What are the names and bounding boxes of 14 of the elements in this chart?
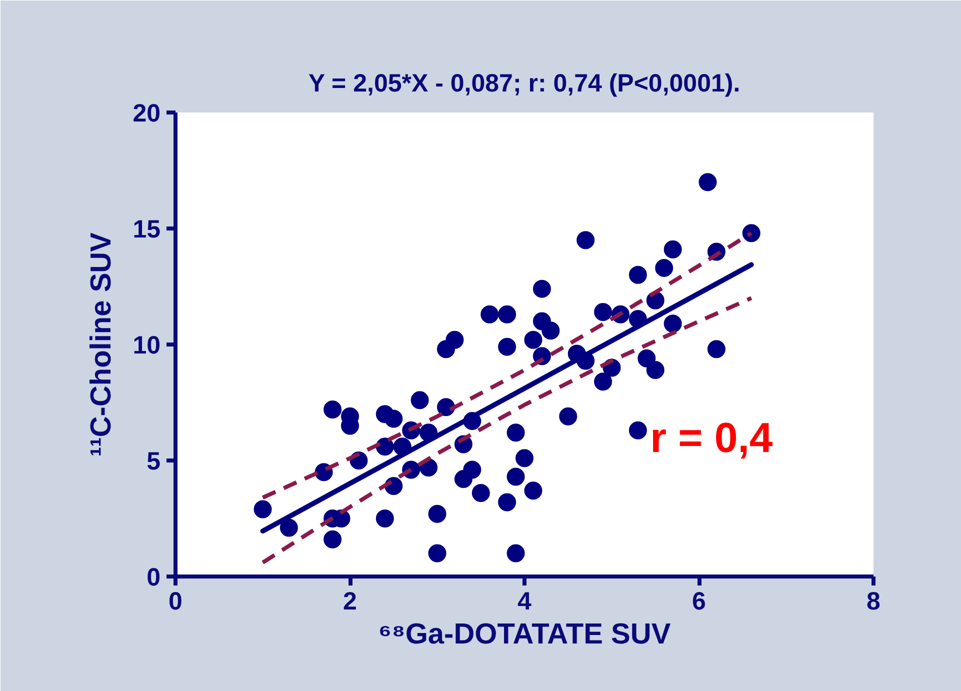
y-tick-label: 15 [132,216,161,244]
x-tick-label: 6 [692,588,706,616]
x-tick-label: 8 [866,588,881,616]
y-tick-label: 10 [132,332,161,360]
x-tick-label: 2 [343,588,357,616]
y-tick-label: 0 [146,564,160,592]
y-axis-title: ¹¹C-Choline SUV [86,232,118,456]
annotation: r = 0,4 [650,414,774,461]
y-tick-label: 5 [146,448,161,476]
chart-title: Y = 2,05*X - 0,087; r: 0,74 (P<0,0001). [308,70,740,98]
x-tick-label: 0 [168,588,182,616]
y-tick-label: 20 [132,100,161,128]
x-axis-title: ⁶⁸Ga-DOTATATE SUV [378,618,672,650]
x-tick-label: 4 [518,588,532,616]
